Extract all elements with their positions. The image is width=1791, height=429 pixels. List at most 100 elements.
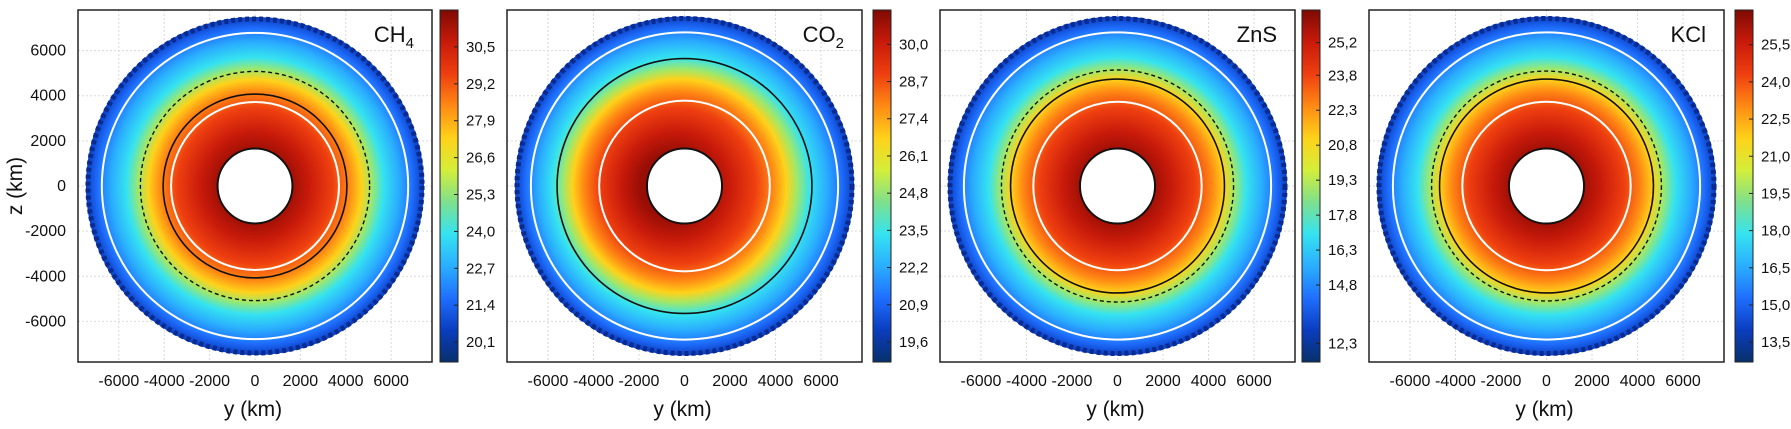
colorbar-tick-label: 22,5 <box>1761 111 1790 128</box>
x-axis-label: y (km) <box>1515 398 1573 421</box>
x-tick-label: 4000 <box>1620 373 1656 390</box>
colorbar-tick-label: 16,5 <box>1761 260 1790 277</box>
x-tick-label: -2000 <box>619 373 660 390</box>
y-tick-label: 2000 <box>30 133 66 150</box>
plot-frame <box>506 9 863 363</box>
colorbar-tick-label: 16,3 <box>1328 242 1357 259</box>
y-tick-label: -2000 <box>25 223 66 240</box>
x-tick-label: 2000 <box>283 373 319 390</box>
chart-panel-kcl: -6000 -4000 -2000 0 2000 4000 6000 y (km) KCl 25,… <box>1368 9 1790 421</box>
contour-dashed <box>1000 69 1235 303</box>
x-tick-label: -4000 <box>144 373 185 390</box>
x-tick-label: 4000 <box>758 373 794 390</box>
colorbar-tick-label: 15,0 <box>1761 297 1790 314</box>
x-tick-label: -4000 <box>1435 373 1476 390</box>
colorbar-tick-label: 25,5 <box>1761 37 1790 54</box>
contour-solid <box>1438 78 1655 294</box>
contour-solid <box>162 93 348 279</box>
colorbar-tick-label: 21,4 <box>466 297 495 314</box>
x-tick-label: 2000 <box>1574 373 1610 390</box>
colorbar-tick-label: 20,8 <box>1328 137 1357 154</box>
disc-edge <box>514 15 855 357</box>
colorbar <box>439 9 459 363</box>
x-axis-label: y (km) <box>1086 398 1144 421</box>
panel-title: CH4 <box>374 22 414 52</box>
plot-frame <box>939 9 1296 363</box>
contour-dashed <box>139 70 371 302</box>
x-tick-label: -6000 <box>961 373 1002 390</box>
colorbar-tick-label: 19,3 <box>1328 172 1357 189</box>
inner-ring <box>1032 100 1203 272</box>
x-tick-label: 6000 <box>803 373 839 390</box>
colorbar-tick-label: 30,5 <box>466 39 495 56</box>
x-tick-label: 0 <box>680 373 689 390</box>
x-tick-label: -4000 <box>1006 373 1047 390</box>
x-axis-label: y (km) <box>653 398 711 421</box>
disc-edge <box>947 15 1288 357</box>
y-axis-label: z (km) <box>4 157 27 215</box>
y-tick-label: -6000 <box>25 313 66 330</box>
colorbar <box>1734 9 1754 363</box>
x-tick-label: 6000 <box>373 373 409 390</box>
colorbar-tick-label: 24,0 <box>466 223 495 240</box>
colorbar-tick-label: 23,8 <box>1328 67 1357 84</box>
central-hole <box>1507 147 1586 225</box>
y-tick-label: 0 <box>57 178 66 195</box>
outer-ring <box>962 31 1273 341</box>
colorbar-tick-label: 26,1 <box>899 148 928 165</box>
central-hole <box>1078 147 1157 225</box>
panel-title: KCl <box>1671 22 1706 47</box>
colorbar-tick-label: 24,8 <box>899 185 928 202</box>
central-hole <box>216 147 294 225</box>
colorbar-tick-label: 24,0 <box>1761 74 1790 91</box>
chart-panel-co: -6000 -4000 -2000 0 2000 4000 6000 y (km) CO2 30,… <box>506 9 928 421</box>
y-tick-label: 6000 <box>30 43 66 60</box>
y-tick-label: -4000 <box>25 268 66 285</box>
colorbar-tick-label: 13,5 <box>1761 334 1790 351</box>
disc-edge <box>85 16 425 356</box>
colorbar-tick-label: 28,7 <box>899 74 928 91</box>
x-tick-label: -2000 <box>1481 373 1522 390</box>
colorbar-tick-label: 29,2 <box>466 76 495 93</box>
x-axis-label: y (km) <box>224 398 282 421</box>
x-tick-label: -2000 <box>189 373 230 390</box>
colorbar-tick-label: 12,3 <box>1328 335 1357 352</box>
plot-frame <box>77 9 433 363</box>
colorbar-tick-label: 27,9 <box>466 113 495 130</box>
panel-title: ZnS <box>1237 22 1277 47</box>
contour-dashed <box>1430 70 1663 302</box>
colorbar-tick-label: 17,8 <box>1328 207 1357 224</box>
colorbar-tick-label: 30,0 <box>899 36 928 53</box>
x-tick-label: 0 <box>251 373 260 390</box>
inner-ring <box>170 101 340 271</box>
colorbar-tick-label: 22,3 <box>1328 102 1357 119</box>
colorbar-tick-label: 25,3 <box>466 187 495 204</box>
x-tick-label: -6000 <box>1390 373 1431 390</box>
x-tick-label: 0 <box>1542 373 1551 390</box>
contour-solid <box>556 57 813 315</box>
contour-solid <box>1009 78 1226 294</box>
central-hole <box>645 147 724 225</box>
y-tick-label: 4000 <box>30 88 66 105</box>
colorbar-tick-label: 23,5 <box>899 222 928 239</box>
x-tick-label: 4000 <box>328 373 364 390</box>
x-tick-label: 2000 <box>712 373 748 390</box>
x-tick-label: -6000 <box>98 373 139 390</box>
x-tick-label: 6000 <box>1665 373 1701 390</box>
disc-edge <box>1376 15 1717 357</box>
chart-panel-zns: -6000 -4000 -2000 0 2000 4000 6000 y (km) ZnS 25,… <box>939 9 1357 421</box>
colorbar <box>1301 9 1321 363</box>
colorbar-tick-label: 19,5 <box>1761 185 1790 202</box>
x-tick-label: 6000 <box>1236 373 1272 390</box>
x-tick-label: 0 <box>1113 373 1122 390</box>
x-tick-label: 4000 <box>1191 373 1227 390</box>
outer-ring <box>1391 31 1702 341</box>
inner-ring <box>598 99 771 273</box>
colorbar-tick-label: 14,8 <box>1328 277 1357 294</box>
x-tick-label: -4000 <box>573 373 614 390</box>
x-tick-label: -2000 <box>1052 373 1093 390</box>
colorbar-tick-label: 19,6 <box>899 334 928 351</box>
chart-panel-ch: -6000 -4000 -2000 0 2000 4000 6000600040002000… <box>4 9 495 421</box>
colorbar-tick-label: 18,0 <box>1761 223 1790 240</box>
